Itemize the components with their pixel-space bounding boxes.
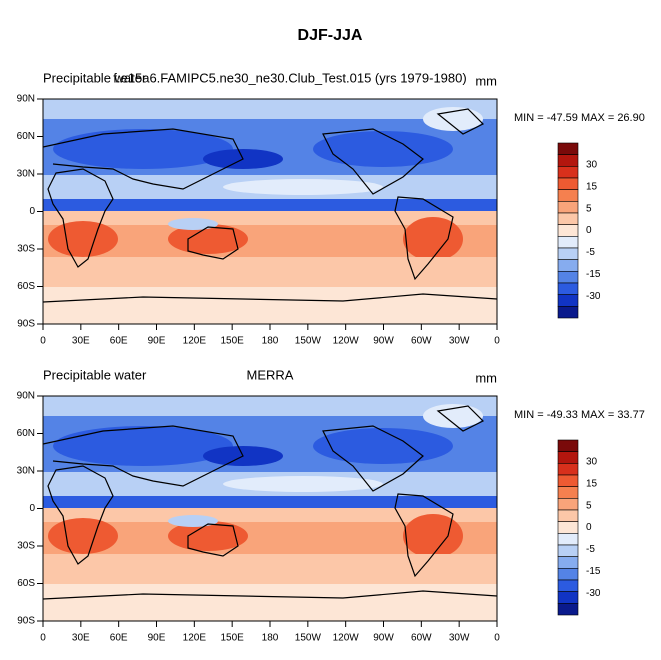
x-tick-label: 120W (333, 336, 360, 347)
x-tick-label: 90W (373, 633, 394, 644)
y-tick-label: 90N (17, 391, 35, 402)
colorbar-box (557, 177, 579, 190)
y-tick-label: 60S (17, 281, 35, 292)
colorbar-box (557, 271, 579, 284)
x-tick-label: 150W (295, 633, 322, 644)
colorbar-box (557, 439, 579, 452)
colorbar-box (557, 212, 579, 225)
units: mm (475, 370, 497, 385)
x-tick-label: 60E (110, 336, 128, 347)
x-tick-label: 60W (411, 633, 432, 644)
colorbar-box (557, 556, 579, 569)
colorbar-label: -30 (586, 291, 601, 302)
colorbar-box (557, 544, 579, 557)
x-tick-label: 120E (183, 633, 207, 644)
center-string: f.e15a6.FAMIPC5.ne30_ne30.Club_Test.015 … (113, 70, 466, 85)
y-tick-label: 0 (29, 503, 35, 514)
colorbar-box (557, 154, 579, 167)
colorbar-label: 30 (586, 160, 598, 171)
colorbar-box (557, 189, 579, 202)
x-tick-label: 60W (411, 336, 432, 347)
colorbar-box (557, 201, 579, 214)
x-tick-label: 90E (148, 336, 166, 347)
colorbar-label: 0 (586, 225, 592, 236)
colorbar-box (557, 579, 579, 592)
colorbar-label: 0 (586, 522, 592, 533)
colorbar-box (557, 568, 579, 581)
colorbar-box (557, 259, 579, 272)
colorbar-box (557, 591, 579, 604)
colorbar-box (557, 474, 579, 487)
y-tick-label: 90S (17, 616, 35, 627)
colorbar-label: 30 (586, 457, 598, 468)
y-tick-label: 90N (17, 94, 35, 105)
y-tick-label: 30N (17, 466, 35, 477)
x-tick-label: 90E (148, 633, 166, 644)
colorbar-label: 15 (586, 181, 598, 192)
colorbar-box (557, 603, 579, 616)
x-tick-label: 120W (333, 633, 360, 644)
colorbar-box (557, 247, 579, 260)
y-tick-label: 90S (17, 319, 35, 330)
y-tick-label: 60N (17, 428, 35, 439)
colorbar-label: -15 (586, 269, 601, 280)
colorbar-box (557, 236, 579, 249)
y-tick-label: 60N (17, 131, 35, 142)
x-tick-label: 150W (295, 336, 322, 347)
colorbar-box (557, 521, 579, 534)
units: mm (475, 73, 497, 88)
x-tick-label: 180 (262, 633, 279, 644)
colorbar-label: 5 (586, 500, 592, 511)
x-tick-label: 180 (262, 336, 279, 347)
x-tick-label: 150E (220, 633, 244, 644)
colorbar-label: -5 (586, 544, 595, 555)
colorbar-label: 15 (586, 478, 598, 489)
x-tick-label: 150E (220, 336, 244, 347)
colorbar-label: -15 (586, 566, 601, 577)
colorbar-box (557, 166, 579, 179)
left-string: Precipitable water (43, 367, 147, 382)
colorbar-label: -30 (586, 588, 601, 599)
x-tick-label: 60E (110, 633, 128, 644)
colorbar-box (557, 533, 579, 546)
colorbar-box (557, 294, 579, 307)
x-tick-label: 120E (183, 336, 207, 347)
x-tick-label: 30E (72, 336, 90, 347)
x-tick-label: 30W (449, 336, 470, 347)
colorbar-box (557, 463, 579, 476)
y-tick-label: 30S (17, 244, 35, 255)
colorbar-box (557, 498, 579, 511)
map-field (43, 396, 497, 621)
colorbar-box (557, 282, 579, 295)
y-tick-label: 0 (29, 206, 35, 217)
x-tick-label: 90W (373, 336, 394, 347)
y-tick-label: 60S (17, 578, 35, 589)
colorbar-box (557, 142, 579, 155)
y-tick-label: 30N (17, 169, 35, 180)
colorbar-label: 5 (586, 203, 592, 214)
x-tick-label: 30E (72, 633, 90, 644)
center-string: MERRA (247, 367, 294, 382)
colorbar-box (557, 509, 579, 522)
min-max: MIN = -47.59 MAX = 26.90 (514, 112, 645, 124)
x-tick-label: 0 (494, 633, 500, 644)
figure-title: DJF-JJA (298, 27, 363, 44)
x-tick-label: 30W (449, 633, 470, 644)
colorbar-box (557, 451, 579, 464)
min-max: MIN = -49.33 MAX = 33.77 (514, 409, 645, 421)
y-tick-label: 30S (17, 541, 35, 552)
x-tick-label: 0 (40, 633, 46, 644)
colorbar-label: -5 (586, 247, 595, 258)
colorbar-box (557, 486, 579, 499)
colorbar-box (557, 224, 579, 237)
map-field (43, 99, 497, 324)
x-tick-label: 0 (494, 336, 500, 347)
colorbar-box (557, 306, 579, 319)
left-string: Precipitable water (43, 70, 147, 85)
x-tick-label: 0 (40, 336, 46, 347)
